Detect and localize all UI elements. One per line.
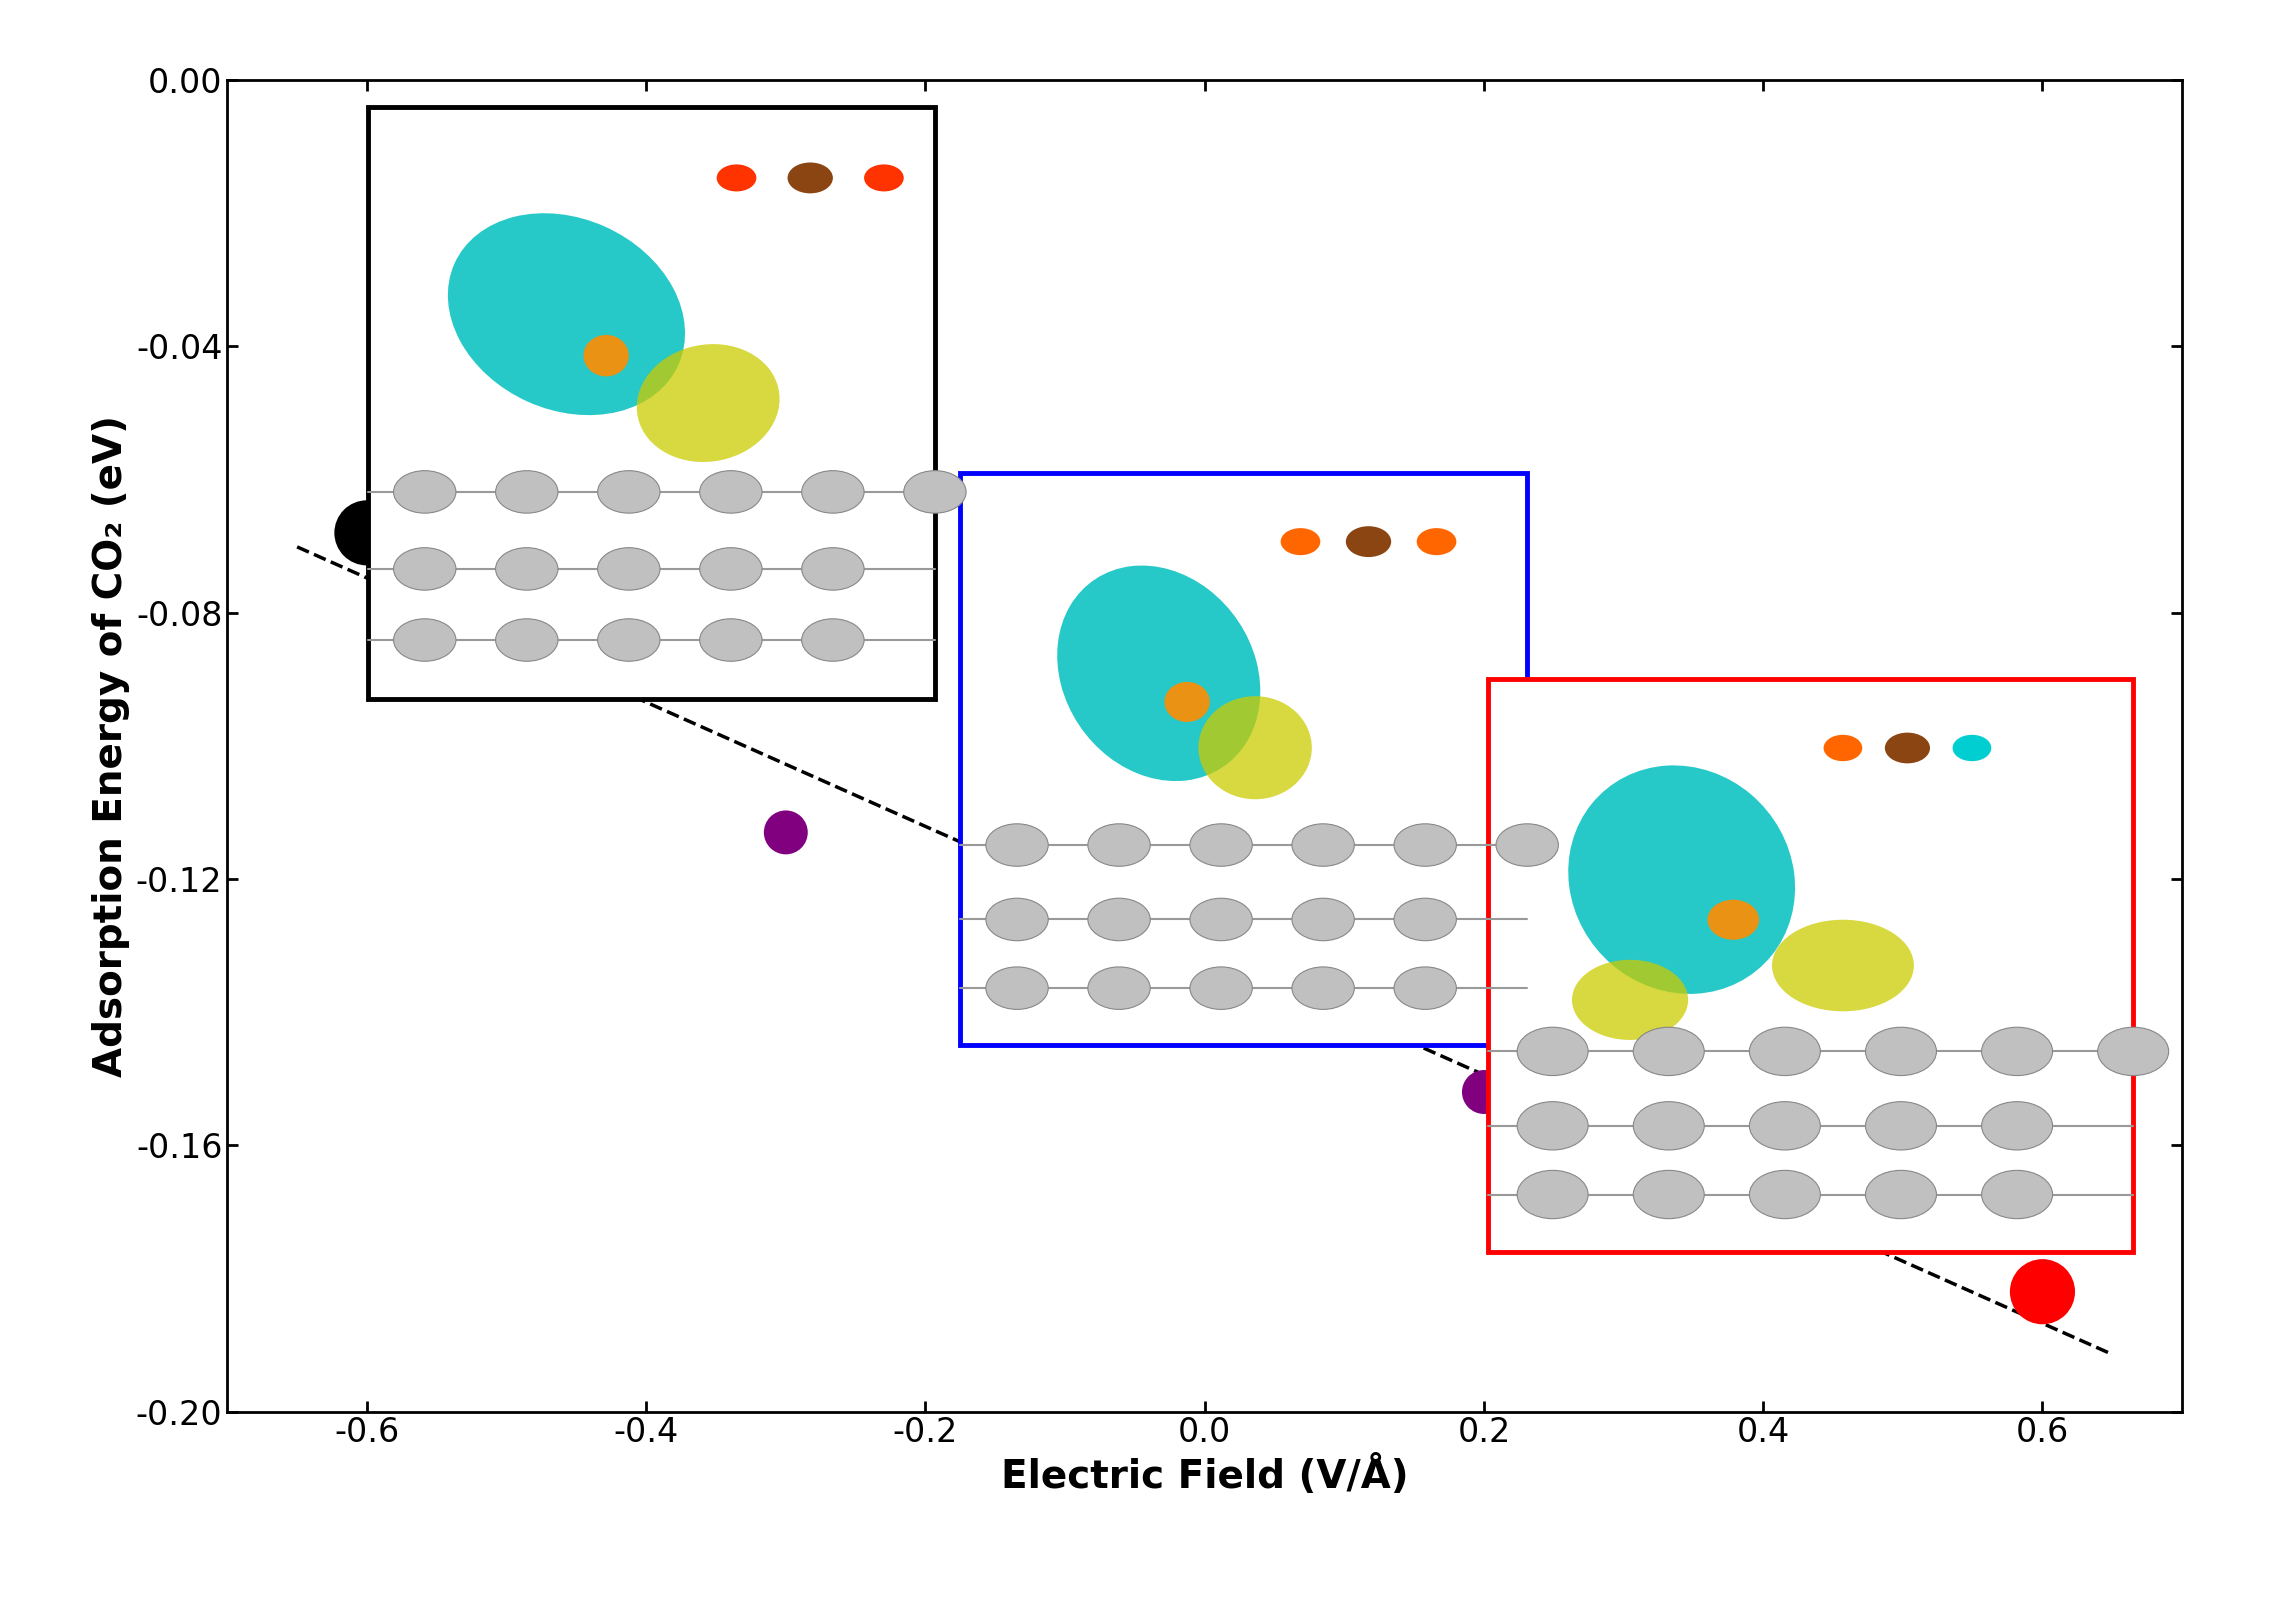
Circle shape [1823,735,1862,762]
Circle shape [1089,898,1150,940]
Circle shape [1516,1102,1589,1150]
Circle shape [1393,967,1457,1009]
Circle shape [1291,824,1355,866]
Bar [368,107,934,699]
Ellipse shape [1568,765,1796,994]
Circle shape [1089,824,1150,866]
Circle shape [700,547,761,590]
Circle shape [1280,528,1321,555]
Circle shape [1866,1171,1937,1219]
Circle shape [1089,967,1150,1009]
Circle shape [1866,1027,1937,1076]
X-axis label: Electric Field (V/Å): Electric Field (V/Å) [1000,1455,1409,1497]
Circle shape [1634,1027,1705,1076]
Ellipse shape [1057,566,1259,781]
Circle shape [393,619,457,661]
Circle shape [598,619,659,661]
Ellipse shape [1773,919,1914,1012]
Ellipse shape [448,213,684,415]
Circle shape [802,547,864,590]
Circle shape [1416,528,1457,555]
Point [1466,1079,1502,1105]
Ellipse shape [1573,959,1689,1039]
Circle shape [986,898,1048,940]
Circle shape [905,470,966,513]
Circle shape [598,470,659,513]
Ellipse shape [636,345,780,462]
Ellipse shape [584,335,630,377]
Circle shape [700,619,761,661]
Circle shape [1884,733,1930,764]
Circle shape [1750,1102,1821,1150]
Y-axis label: Adsorption Energy of CO₂ (eV): Adsorption Energy of CO₂ (eV) [93,415,130,1076]
Circle shape [1291,967,1355,1009]
Circle shape [700,470,761,513]
Ellipse shape [1164,682,1209,722]
Circle shape [1866,1102,1937,1150]
Circle shape [393,547,457,590]
Circle shape [802,619,864,661]
Circle shape [986,824,1048,866]
Bar [1489,680,2134,1251]
Circle shape [786,162,832,194]
Point [627,667,664,693]
Point [768,820,805,845]
Circle shape [1393,824,1457,866]
Circle shape [1634,1171,1705,1219]
Circle shape [598,547,659,590]
Circle shape [1346,526,1391,557]
Circle shape [1393,898,1457,940]
Circle shape [802,470,864,513]
Circle shape [1291,898,1355,940]
Circle shape [1982,1171,2053,1219]
Point [1746,1185,1782,1211]
Circle shape [1750,1027,1821,1076]
Circle shape [496,547,557,590]
Circle shape [1191,898,1252,940]
Circle shape [1191,967,1252,1009]
Circle shape [1982,1102,2053,1150]
Circle shape [986,967,1048,1009]
Circle shape [496,470,557,513]
Point [2025,1278,2062,1304]
Circle shape [496,619,557,661]
Circle shape [1982,1027,2053,1076]
Circle shape [1953,735,1991,762]
Ellipse shape [1707,900,1759,940]
Circle shape [864,164,905,191]
Circle shape [716,164,757,191]
Circle shape [1634,1102,1705,1150]
Circle shape [1516,1171,1589,1219]
Circle shape [1516,1027,1589,1076]
Bar [959,473,1527,1046]
Point [1187,953,1223,978]
Ellipse shape [1198,696,1312,799]
Circle shape [1750,1171,1821,1219]
Circle shape [1191,824,1252,866]
Circle shape [393,470,457,513]
Circle shape [2098,1027,2168,1076]
Circle shape [1496,824,1559,866]
Point [348,520,384,545]
